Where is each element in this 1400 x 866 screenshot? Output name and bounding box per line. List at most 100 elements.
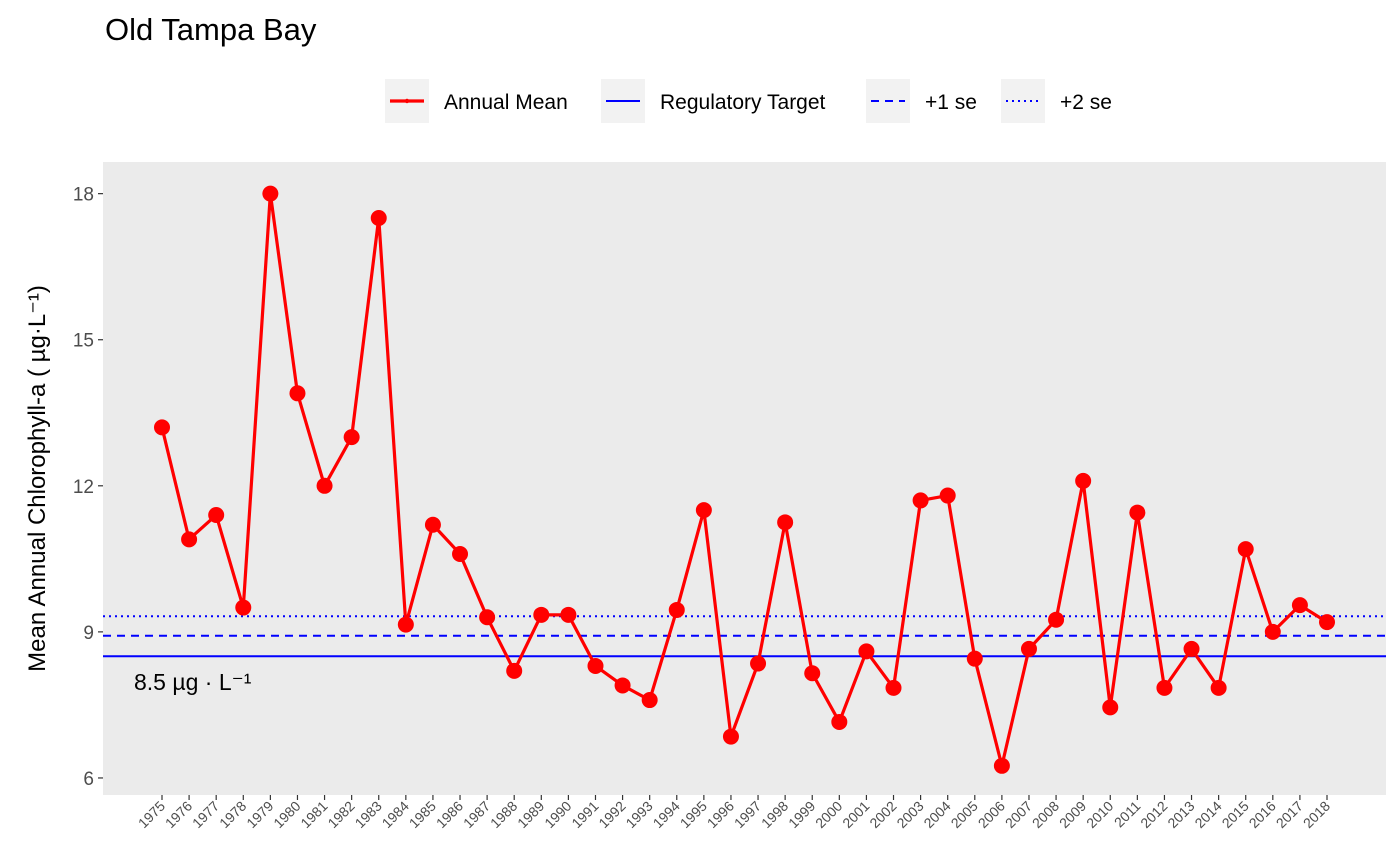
data-point: [208, 507, 225, 524]
data-point: [912, 492, 929, 509]
data-point: [885, 679, 902, 696]
x-tick-label: 1982: [324, 798, 357, 831]
data-point: [289, 385, 306, 402]
x-tick-label: 2006: [975, 798, 1008, 831]
x-tick-label: 1981: [297, 798, 330, 831]
x-tick-label: 1991: [568, 798, 601, 831]
x-tick-label: 2017: [1273, 798, 1306, 831]
x-tick-label: 1986: [433, 798, 466, 831]
x-tick-label: 2012: [1137, 798, 1170, 831]
x-tick-label: 1997: [731, 798, 764, 831]
x-tick-label: 2000: [812, 798, 845, 831]
y-tick-label: 9: [83, 623, 94, 644]
legend-label: +1 se: [925, 91, 977, 114]
x-tick-label: 2003: [893, 798, 926, 831]
x-tick-label: 1978: [216, 798, 249, 831]
data-point: [262, 185, 279, 202]
data-point: [1129, 504, 1146, 521]
x-tick-label: 1987: [460, 798, 493, 831]
x-tick-label: 2013: [1164, 798, 1197, 831]
x-tick-label: 1998: [758, 798, 791, 831]
x-tick-label: 1976: [162, 798, 195, 831]
data-point: [831, 713, 848, 730]
x-tick-label: 2016: [1246, 798, 1279, 831]
data-point: [1183, 640, 1200, 657]
data-point: [695, 502, 712, 519]
data-point: [397, 616, 414, 633]
data-point: [668, 601, 685, 618]
x-tick-label: 2018: [1300, 798, 1333, 831]
data-point: [560, 606, 577, 623]
data-point: [343, 429, 360, 446]
x-tick-label: 2015: [1218, 798, 1251, 831]
data-point: [1237, 541, 1254, 558]
x-tick-label: 1980: [270, 798, 303, 831]
data-point: [154, 419, 170, 436]
legend-label: Regulatory Target: [660, 91, 826, 114]
data-point: [1020, 640, 1037, 657]
data-point: [614, 677, 631, 694]
data-point: [750, 655, 767, 672]
x-tick-label: 1985: [406, 798, 439, 831]
y-tick-label: 15: [73, 331, 94, 352]
data-point: [1102, 699, 1119, 716]
x-tick-label: 1996: [704, 798, 737, 831]
x-tick-label: 2014: [1191, 798, 1224, 831]
data-point: [804, 665, 821, 682]
x-tick-label: 2002: [866, 798, 899, 831]
data-point: [316, 477, 333, 494]
data-point: [370, 209, 387, 226]
data-point: [939, 487, 956, 504]
data-point: [235, 599, 252, 616]
data-point: [506, 662, 523, 679]
x-tick-label: 1990: [541, 798, 574, 831]
legend-label: +2 se: [1060, 91, 1112, 114]
x-tick-label: 1995: [677, 798, 710, 831]
x-tick-label: 1979: [243, 798, 276, 831]
data-point: [993, 757, 1010, 774]
data-point: [587, 657, 604, 674]
data-point: [777, 514, 794, 531]
data-point: [479, 609, 496, 626]
x-tick-label: 1983: [352, 798, 385, 831]
data-point: [452, 545, 469, 562]
data-point: [722, 728, 739, 745]
x-tick-label: 2008: [1029, 798, 1062, 831]
y-tick-label: 12: [73, 477, 94, 498]
x-tick-label: 1977: [189, 798, 222, 831]
data-point: [641, 692, 658, 709]
legend-key-point: [404, 98, 410, 104]
data-point: [424, 516, 441, 533]
data-point: [1048, 611, 1065, 628]
x-tick-label: 1992: [595, 798, 628, 831]
x-tick-label: 1994: [650, 798, 683, 831]
y-tick-label: 6: [83, 769, 94, 790]
data-point: [1156, 679, 1173, 696]
x-tick-label: 2009: [1056, 798, 1089, 831]
data-point: [1264, 623, 1281, 640]
x-tick-label: 1988: [487, 798, 520, 831]
x-tick-label: 2005: [948, 798, 981, 831]
x-tick-label: 1993: [622, 798, 655, 831]
data-point: [533, 606, 550, 623]
chart-title: Old Tampa Bay: [105, 12, 317, 47]
data-point: [181, 531, 198, 548]
x-tick-label: 2001: [839, 798, 872, 831]
data-point: [1319, 614, 1335, 631]
x-tick-label: 2007: [1002, 798, 1035, 831]
data-point: [1291, 597, 1308, 614]
data-point: [1210, 679, 1227, 696]
x-tick-label: 1984: [379, 798, 412, 831]
x-tick-label: 1999: [785, 798, 818, 831]
y-axis-label: Mean Annual Chlorophyll-a ( µg·L⁻¹): [24, 285, 51, 672]
x-tick-label: 2010: [1083, 798, 1116, 831]
x-tick-label: 2011: [1111, 798, 1144, 831]
x-tick-label: 2004: [920, 798, 953, 831]
y-tick-label: 18: [73, 185, 94, 206]
data-point: [966, 650, 983, 667]
target-annotation: 8.5 µg · L⁻¹: [134, 669, 252, 695]
x-tick-label: 1989: [514, 798, 547, 831]
series-line: [160, 192, 1328, 768]
